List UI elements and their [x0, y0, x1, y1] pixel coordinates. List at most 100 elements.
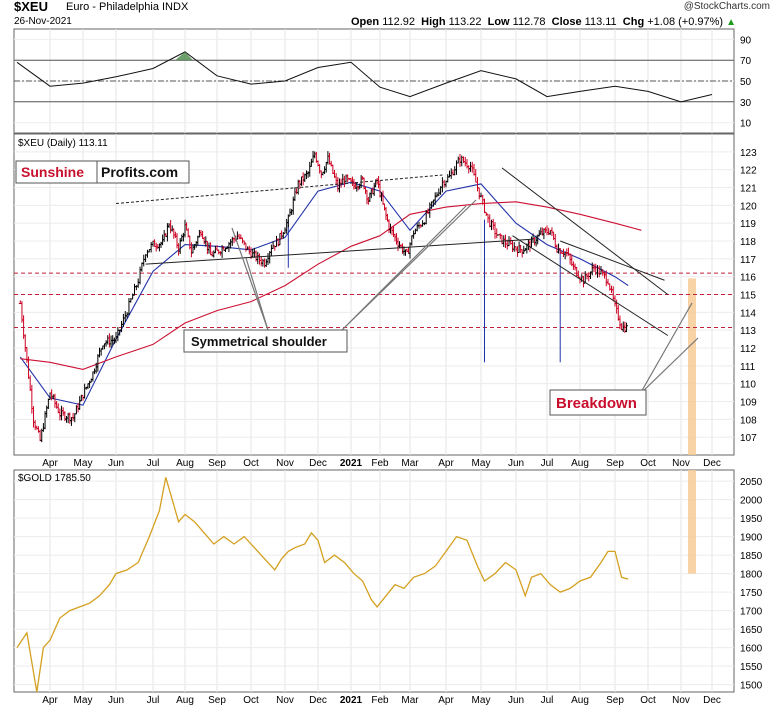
price-x-tick: Oct — [640, 458, 656, 469]
price-y-tick: 113 — [740, 326, 756, 337]
price-y-tick: 115 — [740, 291, 756, 302]
price-legend: $XEU (Daily) 113.11 — [18, 138, 108, 149]
symbol-title: $XEU — [14, 0, 48, 14]
chg-label: Chg — [622, 16, 645, 28]
gold-x-tick: Feb — [371, 695, 389, 706]
open-value: 112.92 — [382, 16, 416, 28]
breakdown-label: Breakdown — [556, 395, 637, 412]
price-x-tick: Apr — [438, 458, 454, 469]
gold-x-tick: Dec — [703, 695, 721, 706]
price-y-tick: 112 — [740, 344, 756, 355]
price-y-tick: 110 — [740, 380, 756, 391]
logo-sunshine: Sunshine — [21, 164, 84, 180]
gold-x-tick: Sep — [208, 695, 226, 706]
rsi-y-tick: 30 — [740, 98, 752, 109]
high-label: High — [421, 16, 446, 28]
gold-layer — [16, 470, 696, 693]
gold-y-tick: 1850 — [740, 551, 763, 562]
up-arrow-icon: ▲ — [726, 17, 737, 28]
price-x-tick: Sep — [208, 458, 226, 469]
price-x-tick: Jun — [108, 458, 124, 469]
price-y-tick: 116 — [740, 273, 756, 284]
price-x-tick: Mar — [401, 458, 419, 469]
low-label: Low — [487, 16, 510, 28]
low-value: 112.78 — [512, 16, 546, 28]
breakdown-box — [549, 389, 647, 416]
price-x-tick: Oct — [243, 458, 259, 469]
price-x-tick: Aug — [176, 458, 194, 469]
ohlc-readout: Open 112.92 High 113.22 Low 112.78 Close… — [351, 16, 736, 28]
price-y-tick: 107 — [740, 433, 757, 444]
gold-highlight-band — [688, 470, 696, 574]
price-x-tick: May — [74, 458, 93, 469]
gold-x-tick: Jul — [147, 695, 160, 706]
rsi-line — [16, 51, 713, 103]
ma-short-line — [19, 181, 629, 406]
gold-x-tick: May — [472, 695, 491, 706]
price-x-tick: Nov — [672, 458, 690, 469]
price-trendline — [145, 238, 532, 265]
price-y-tick: 121 — [740, 184, 757, 195]
price-x-tick: May — [472, 458, 491, 469]
sunshine-profits-logo: Sunshine Profits.com — [15, 160, 190, 184]
gold-y-tick: 1750 — [740, 588, 763, 599]
gold-x-tick: Apr — [42, 695, 58, 706]
symbol-description: Euro - Philadelphia INDX — [66, 1, 189, 13]
gold-x-tick: 2021 — [340, 695, 363, 706]
ma-long-line — [20, 201, 642, 370]
gold-y-tick: 1550 — [740, 662, 763, 673]
rsi-y-tick: 90 — [740, 35, 752, 46]
gold-y-tick: 2050 — [740, 477, 763, 488]
gold-y-tick: 1650 — [740, 625, 763, 636]
gold-x-tick: Apr — [438, 695, 454, 706]
price-x-tick: Nov — [276, 458, 294, 469]
price-x-tick: Feb — [371, 458, 389, 469]
gold-x-tick: Jul — [541, 695, 554, 706]
axis-layer: 90 70 50 30 10 123 122 121 120 119 118 117 116 115 114… — [42, 35, 762, 706]
gold-x-tick: Jun — [508, 695, 524, 706]
price-x-tick: Sep — [606, 458, 624, 469]
rsi-y-tick: 10 — [740, 119, 752, 130]
gold-y-tick: 1950 — [740, 514, 763, 525]
price-trendline — [501, 167, 669, 295]
gold-x-tick: Oct — [243, 695, 259, 706]
gold-x-tick: Nov — [276, 695, 294, 706]
price-trendline — [512, 235, 669, 336]
gold-y-tick: 1900 — [740, 533, 763, 544]
gold-x-tick: Mar — [401, 695, 419, 706]
price-y-tick: 119 — [740, 219, 756, 230]
high-value: 113.22 — [448, 16, 482, 28]
gold-x-tick: May — [74, 695, 93, 706]
gold-x-tick: Nov — [672, 695, 690, 706]
price-y-tick: 123 — [740, 148, 757, 159]
price-y-tick: 118 — [740, 237, 756, 248]
gold-x-tick: Aug — [571, 695, 589, 706]
price-x-tick: Jun — [508, 458, 524, 469]
price-x-tick: Aug — [571, 458, 589, 469]
price-x-tick: 2021 — [340, 458, 363, 469]
price-y-tick: 109 — [740, 398, 757, 409]
gold-panel-frame — [13, 469, 735, 693]
price-x-tick: Apr — [42, 458, 58, 469]
breakdown-highlight-band — [688, 278, 696, 455]
gold-x-tick: Jun — [108, 695, 124, 706]
price-x-tick: Jul — [147, 458, 160, 469]
gold-y-tick: 1600 — [740, 644, 763, 655]
gold-y-tick: 1800 — [740, 570, 763, 581]
price-y-tick: 122 — [740, 166, 757, 177]
gold-y-tick: 1700 — [740, 607, 763, 618]
close-label: Close — [551, 16, 582, 28]
logo-profits: Profits.com — [101, 164, 178, 180]
price-x-tick: Dec — [703, 458, 721, 469]
rsi-y-tick: 70 — [740, 56, 752, 67]
price-trendline — [560, 240, 665, 281]
price-y-tick: 120 — [740, 201, 757, 212]
chart-date: 26-Nov-2021 — [14, 16, 72, 27]
rsi-layer — [16, 51, 713, 103]
close-value: 113.11 — [584, 16, 617, 28]
price-y-tick: 117 — [740, 255, 756, 266]
chg-value: +1.08 (+0.97%) — [647, 16, 724, 28]
gold-x-tick: Oct — [640, 695, 656, 706]
price-x-tick: Jul — [541, 458, 554, 469]
